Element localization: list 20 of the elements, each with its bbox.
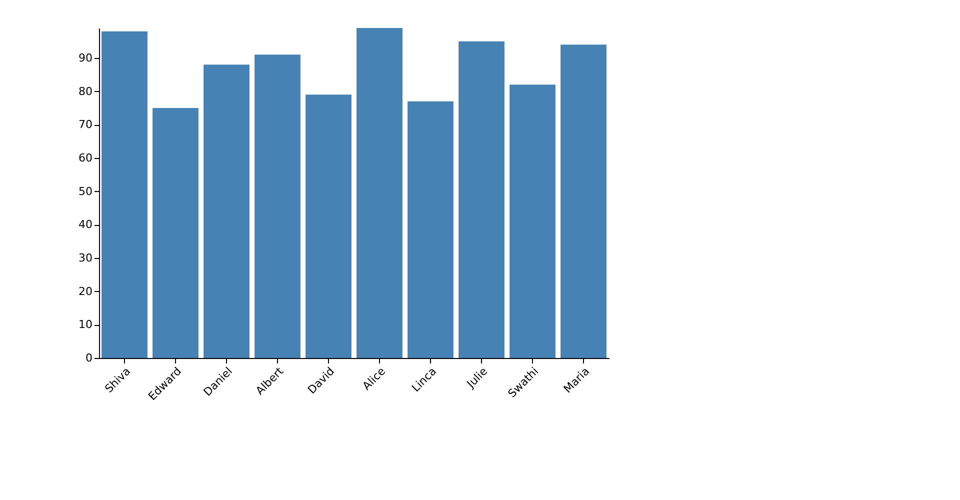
y-tick-label: 90: [78, 52, 92, 64]
y-tick-label: 20: [78, 284, 92, 298]
y-tick-label: 40: [78, 218, 92, 232]
bar: [560, 44, 606, 358]
y-tick-label: 10: [78, 318, 92, 332]
bar: [102, 31, 148, 358]
y-tick-label: 30: [78, 252, 92, 264]
y-tick-label: 70: [78, 118, 92, 132]
bar: [458, 41, 504, 358]
bar: [356, 28, 402, 358]
y-tick-label: 60: [78, 152, 92, 164]
bar: [510, 84, 556, 358]
bar: [306, 94, 352, 358]
y-tick-label: 80: [78, 84, 92, 98]
bar: [408, 101, 454, 358]
y-tick-label: 0: [86, 352, 92, 364]
y-tick-label: 50: [78, 184, 92, 198]
bar: [152, 108, 198, 358]
bar: [204, 64, 250, 358]
bar: [254, 54, 300, 358]
